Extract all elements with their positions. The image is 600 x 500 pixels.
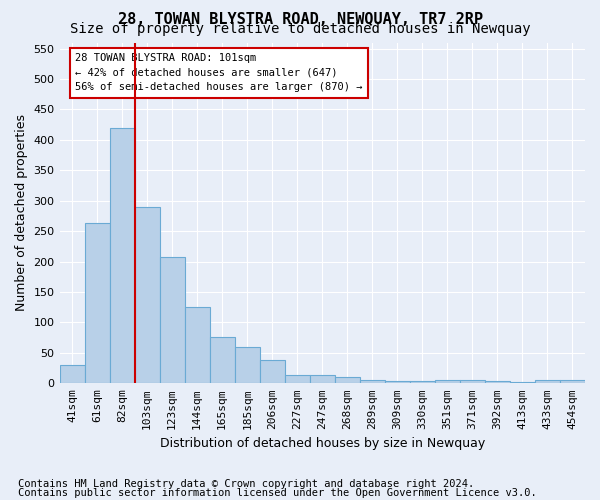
X-axis label: Distribution of detached houses by size in Newquay: Distribution of detached houses by size … <box>160 437 485 450</box>
Bar <box>410 382 435 384</box>
Text: Contains public sector information licensed under the Open Government Licence v3: Contains public sector information licen… <box>18 488 537 498</box>
Bar <box>185 306 209 384</box>
Bar <box>310 375 335 384</box>
Bar <box>460 380 485 384</box>
Bar <box>134 207 160 384</box>
Bar <box>235 348 260 384</box>
Bar <box>510 382 535 384</box>
Bar <box>335 377 360 384</box>
Bar <box>110 128 134 384</box>
Bar <box>385 381 410 384</box>
Bar <box>435 380 460 384</box>
Bar <box>209 337 235 384</box>
Bar <box>160 258 185 384</box>
Text: 28, TOWAN BLYSTRA ROAD, NEWQUAY, TR7 2RP: 28, TOWAN BLYSTRA ROAD, NEWQUAY, TR7 2RP <box>118 12 482 26</box>
Y-axis label: Number of detached properties: Number of detached properties <box>15 114 28 312</box>
Text: Size of property relative to detached houses in Newquay: Size of property relative to detached ho… <box>70 22 530 36</box>
Bar <box>260 360 285 384</box>
Text: 28 TOWAN BLYSTRA ROAD: 101sqm
← 42% of detached houses are smaller (647)
56% of : 28 TOWAN BLYSTRA ROAD: 101sqm ← 42% of d… <box>76 52 363 92</box>
Text: Contains HM Land Registry data © Crown copyright and database right 2024.: Contains HM Land Registry data © Crown c… <box>18 479 474 489</box>
Bar <box>560 380 585 384</box>
Bar <box>59 365 85 384</box>
Bar <box>285 375 310 384</box>
Bar <box>485 382 510 384</box>
Bar <box>535 380 560 384</box>
Bar <box>360 380 385 384</box>
Bar <box>85 223 110 384</box>
